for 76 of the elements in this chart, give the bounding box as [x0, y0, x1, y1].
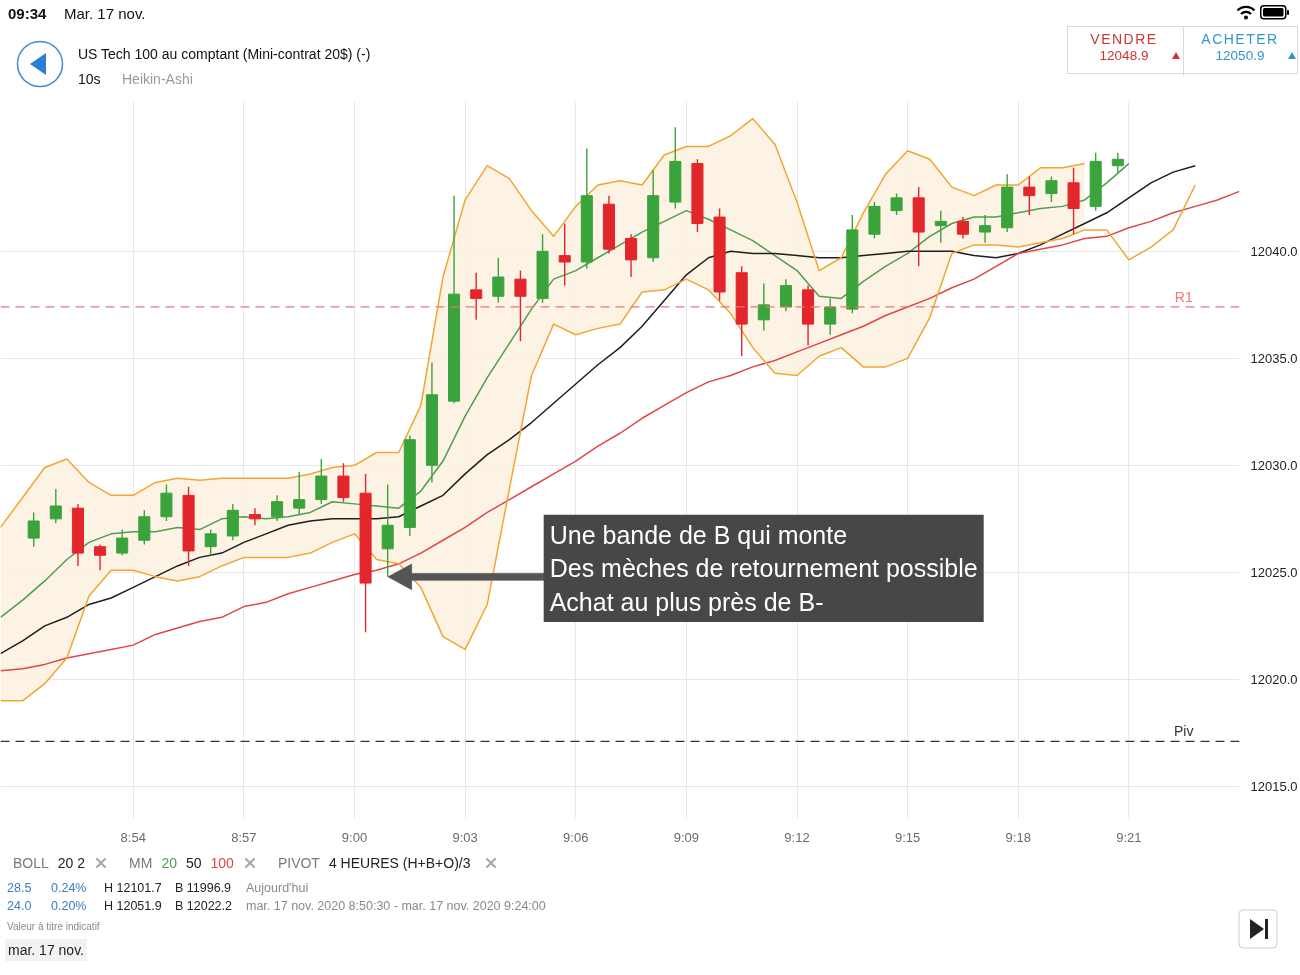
text: Valeur à titre indicatif [7, 920, 100, 934]
annotation: Une bande de B qui monte Des mèches de retournement possible Achat au plus près de B- [549, 520, 978, 617]
x-tick-label: 9:15 [894, 829, 921, 845]
y-tick-label: 12025.0 [1250, 564, 1298, 580]
candlestick [824, 297, 837, 336]
candlestick [381, 483, 394, 578]
x-tick-label: 9:09 [673, 829, 700, 845]
text: ACHETER [1201, 31, 1279, 47]
x-tick-label: 9:18 [1005, 829, 1031, 845]
candlestick [27, 511, 40, 548]
candlestick [470, 272, 483, 321]
candlestick [116, 528, 129, 556]
candlestick [248, 507, 261, 526]
chart-title: US Tech 100 au comptant (Mini-contrat 20$) (-) [78, 45, 371, 64]
x-tick-label: 9:00 [341, 829, 368, 845]
text: mar. 17 nov. 2020 8:50:30 - mar. 17 nov. 2020 9:24:00 [246, 898, 546, 915]
text: B 12022.2 [175, 898, 232, 915]
text: Mar. 17 nov. [64, 4, 146, 24]
text: BOLL [13, 854, 49, 873]
text: 4 HEURES (H+B+O)/3 [328, 854, 471, 873]
y-tick-label: 12015.0 [1250, 778, 1298, 794]
candlestick [315, 458, 328, 505]
ref-line-label: R1 [1174, 288, 1193, 305]
candlestick [492, 257, 505, 304]
candlestick [94, 543, 107, 571]
text: 50 [185, 854, 202, 873]
y-tick-label: 12030.0 [1250, 457, 1298, 473]
text: 24.0 [7, 898, 32, 915]
y-tick-label: 12035.0 [1250, 350, 1298, 366]
candlestick [779, 278, 792, 312]
candlestick [979, 214, 992, 244]
y-tick-label: 12020.0 [1250, 671, 1298, 687]
candlestick [934, 209, 947, 244]
text: 28.5 [7, 880, 32, 897]
candlestick [956, 216, 969, 240]
text: mar. 17 nov. [5, 939, 88, 961]
text: 12048.9 [1099, 48, 1149, 63]
text: H 12101.7 [104, 880, 162, 897]
candlestick [1023, 175, 1036, 216]
text: Heikin-Ashi [122, 70, 193, 89]
candlestick [1111, 152, 1124, 173]
candlestick [558, 222, 571, 287]
x-tick-label: 9:03 [452, 829, 478, 845]
text: 09:34 [8, 4, 47, 24]
x-tick-label: 8:54 [120, 829, 146, 845]
candlestick [160, 483, 173, 522]
candlestick [625, 233, 638, 278]
candlestick [1045, 175, 1058, 203]
text: 0.24% [51, 880, 87, 897]
text: 20 [161, 854, 177, 873]
text: B 11996.9 [175, 880, 232, 897]
text: 0.20% [51, 898, 87, 915]
x-tick-label: 8:57 [231, 829, 257, 845]
chart-subtitle: 10s [78, 70, 101, 89]
candlestick [204, 528, 217, 556]
text: PIVOT [277, 854, 320, 873]
text: 20 2 [57, 854, 86, 873]
candlestick [271, 494, 284, 522]
candlestick [514, 269, 527, 342]
candlestick [337, 462, 350, 503]
text: 12050.9 [1215, 48, 1265, 63]
legend-title: MM [129, 854, 153, 873]
y-tick-label: 12040.0 [1250, 243, 1298, 259]
ref-line-label: Piv [1174, 723, 1194, 740]
text: Aujourd'hui [246, 880, 309, 897]
candlestick [293, 471, 306, 516]
x-tick-label: 9:21 [1116, 829, 1142, 845]
candlestick [890, 192, 903, 216]
candlestick [138, 509, 151, 546]
x-tick-label: 9:12 [784, 829, 810, 845]
text: H 12051.9 [104, 898, 162, 915]
x-tick-label: 9:06 [563, 829, 589, 845]
candlestick [49, 488, 62, 524]
candlestick [757, 282, 770, 332]
text: 100 [210, 854, 234, 873]
text: VENDRE [1090, 31, 1158, 47]
